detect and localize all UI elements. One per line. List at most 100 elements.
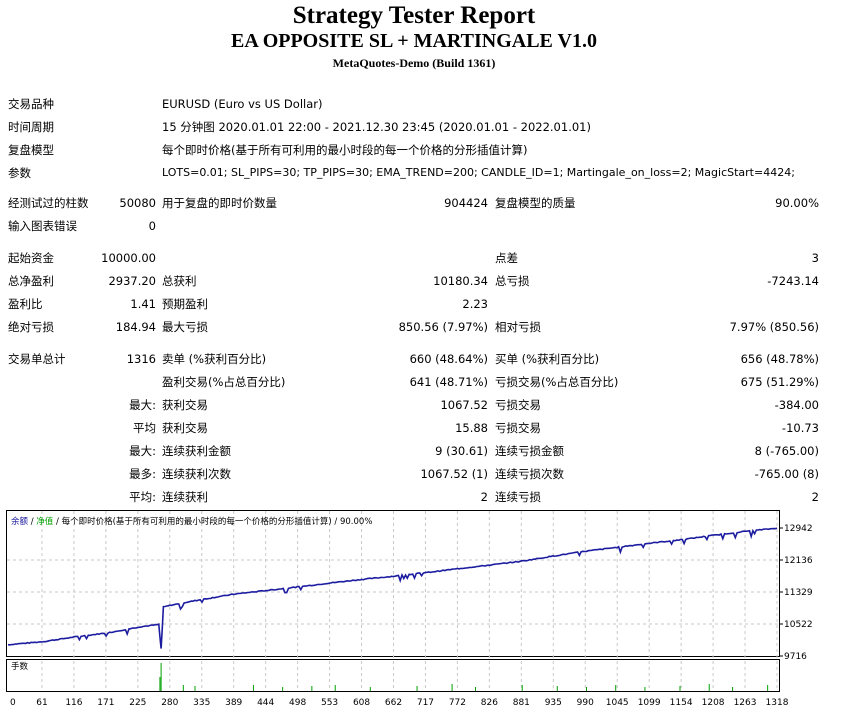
legend-rest: / 每个即时价格(基于所有可利用的最小时段的每一个价格的分形插值计算) / 90… — [53, 516, 372, 527]
average-prefix: 平均 — [133, 421, 156, 435]
x-tick-label: 662 — [385, 698, 402, 708]
x-tick-label: 1099 — [638, 698, 661, 708]
y-tick-label: 9716 — [784, 652, 807, 662]
gross-profit-label: 总获利 — [162, 274, 197, 288]
params-value: LOTS=0.01; SL_PIPS=30; TP_PIPS=30; EMA_T… — [162, 166, 795, 179]
profit-factor-label: 盈利比 — [8, 297, 43, 311]
x-axis-ticks: 0 61 116 171 225 280 335 389 444 498 553 608 662 717 7… — [10, 698, 789, 708]
x-tick-label: 389 — [225, 698, 242, 708]
y-tick-label: 12136 — [784, 556, 813, 566]
avg-cons-prefix: 平均: — [129, 490, 156, 504]
x-tick-label: 0 — [10, 698, 16, 708]
abs-drawdown-label: 绝对亏损 — [8, 320, 54, 334]
abs-drawdown-value: 184.94 — [115, 320, 156, 334]
report-title: Strategy Tester Report — [292, 2, 536, 29]
x-tick-label: 61 — [36, 698, 47, 708]
spread-label: 点差 — [495, 251, 518, 265]
quality-label: 复盘模型的质量 — [495, 196, 576, 210]
deposit-label: 起始资金 — [8, 251, 54, 265]
short-positions-label: 卖单 (%获利百分比) — [162, 352, 267, 366]
largest-prefix: 最大: — [129, 398, 156, 412]
ticks-label: 用于复盘的即时价数量 — [162, 196, 277, 210]
cons-win-count-label: 连续获利次数 — [162, 467, 231, 481]
errors-value: 0 — [148, 219, 156, 233]
avg-cons-win-label: 连续获利 — [162, 490, 208, 504]
gross-profit-value: 10180.34 — [433, 274, 488, 288]
profit-factor-value: 1.41 — [130, 297, 156, 311]
spread-value: 3 — [811, 251, 819, 265]
avg-loss-value: -10.73 — [781, 421, 819, 435]
x-tick-label: 171 — [97, 698, 114, 708]
largest-profit-label: 获利交易 — [162, 398, 208, 412]
y-axis-ticks: 12942 12136 11329 10522 9716 — [779, 524, 813, 662]
y-tick-label: 11329 — [784, 588, 813, 598]
quality-value: 90.00% — [775, 196, 819, 210]
x-tick-label: 1318 — [766, 698, 789, 708]
rel-drawdown-label: 相对亏损 — [495, 320, 541, 334]
cons-loss-count-label: 连续亏损次数 — [495, 467, 564, 481]
x-tick-label: 608 — [353, 698, 370, 708]
gross-loss-value: -7243.14 — [767, 274, 819, 288]
lots-label: 手数 — [11, 661, 29, 672]
x-tick-label: 826 — [481, 698, 498, 708]
x-tick-label: 1045 — [606, 698, 629, 708]
largest-loss-value: -384.00 — [774, 398, 819, 412]
chart-legend: 余额 / 净值 / 每个即时价格(基于所有可利用的最小时段的每一个价格的分形插值… — [11, 516, 372, 527]
errors-label: 输入图表错误 — [8, 219, 77, 233]
largest-profit-value: 1067.52 — [440, 398, 488, 412]
x-tick-label: 1208 — [702, 698, 725, 708]
y-tick-label: 12942 — [784, 524, 813, 534]
total-trades-value: 1316 — [126, 352, 156, 366]
most-prefix: 最多: — [129, 467, 156, 481]
period-label: 时间周期 — [8, 120, 54, 134]
x-tick-label: 772 — [449, 698, 466, 708]
avg-profit-label: 获利交易 — [162, 421, 208, 435]
deposit-value: 10000.00 — [101, 251, 156, 265]
net-profit-value: 2937.20 — [108, 274, 156, 288]
x-tick-label: 280 — [161, 698, 178, 708]
symbol-value: EURUSD (Euro vs US Dollar) — [162, 97, 323, 111]
bars-value: 50080 — [119, 196, 156, 210]
loss-trades-label: 亏损交易(%占总百分比) — [495, 375, 619, 389]
avg-cons-loss-value: 2 — [811, 490, 819, 504]
legend-sep: / — [28, 517, 36, 527]
x-tick-label: 881 — [513, 698, 530, 708]
period-value: 15 分钟图 2020.01.01 22:00 - 2021.12.30 23:… — [162, 120, 591, 134]
long-positions-label: 买单 (%获利百分比) — [495, 352, 600, 366]
cons-win-amount-label: 连续获利金额 — [162, 444, 231, 458]
x-tick-label: 553 — [321, 698, 338, 708]
max-drawdown-label: 最大亏损 — [162, 320, 208, 334]
symbol-label: 交易品种 — [8, 97, 54, 111]
avg-profit-value: 15.88 — [455, 421, 488, 435]
cons-win-count-value: 1067.52 (1) — [420, 467, 488, 481]
x-tick-label: 225 — [129, 698, 146, 708]
grid — [7, 511, 779, 691]
lots-bars — [159, 663, 769, 691]
maximum-prefix: 最大: — [129, 444, 156, 458]
bars-label: 经测试过的柱数 — [8, 196, 89, 210]
loss-trades-value: 675 (51.29%) — [740, 375, 819, 389]
y-tick-label: 10522 — [784, 620, 813, 630]
x-tick-label: 1263 — [734, 698, 757, 708]
profit-trades-value: 641 (48.71%) — [409, 375, 488, 389]
balance-series-line — [7, 527, 778, 649]
balance-chart: 12942 12136 11329 10522 9716 0 61 116 171 225 280… — [6, 510, 813, 708]
expected-payoff-value: 2.23 — [462, 297, 488, 311]
cons-loss-count-value: -765.00 (8) — [754, 467, 819, 481]
x-tick-label: 116 — [65, 698, 82, 708]
ticks-value: 904424 — [444, 196, 488, 210]
expert-name: EA OPPOSITE SL + MARTINGALE V1.0 — [231, 30, 597, 52]
expected-payoff-label: 预期盈利 — [162, 297, 208, 311]
x-tick-label: 335 — [193, 698, 210, 708]
largest-loss-label: 亏损交易 — [495, 398, 541, 412]
cons-win-amount-value: 9 (30.61) — [435, 444, 488, 458]
x-tick-label: 498 — [289, 698, 306, 708]
x-tick-label: 444 — [257, 698, 274, 708]
net-profit-label: 总净盈利 — [8, 274, 54, 288]
cons-loss-amount-label: 连续亏损金额 — [495, 444, 564, 458]
avg-cons-win-value: 2 — [480, 490, 488, 504]
legend-balance: 余额 — [11, 516, 29, 527]
x-tick-label: 935 — [545, 698, 562, 708]
short-positions-value: 660 (48.64%) — [409, 352, 488, 366]
avg-loss-label: 亏损交易 — [495, 421, 541, 435]
